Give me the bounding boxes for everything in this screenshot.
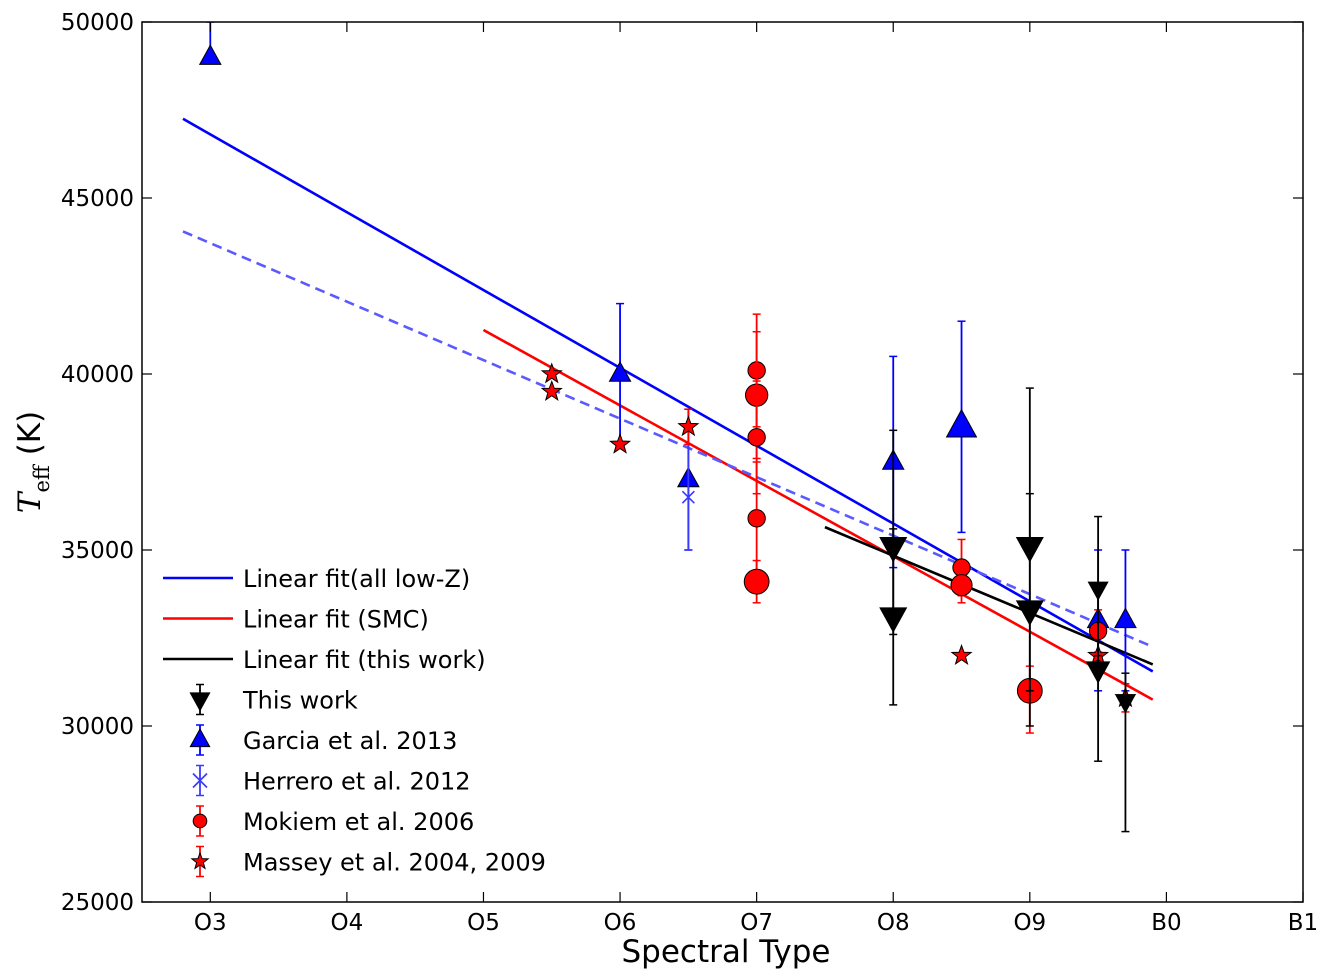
legend-marker-triangle-down <box>189 692 211 712</box>
y-tick-label: 45000 <box>61 186 134 212</box>
legend: Linear fit(all low-Z) Linear fit (SMC) Lin… <box>163 565 546 878</box>
data-point-x <box>681 490 695 504</box>
data-point-circle <box>747 509 766 528</box>
y-tick-label: 35000 <box>61 538 134 564</box>
y-tick-label: 40000 <box>61 362 134 388</box>
fit-line <box>482 328 1154 701</box>
data-point-triangle-up <box>608 360 632 382</box>
legend-label: Herrero et al. 2012 <box>243 768 471 796</box>
x-tick-label: O8 <box>877 910 910 936</box>
y-axis-title-symbol: T <box>12 490 48 513</box>
legend-label: Linear fit (this work) <box>243 646 486 674</box>
data-point-circle <box>743 568 770 595</box>
legend-marker-triangle-up <box>189 727 211 748</box>
legend-label: Garcia et al. 2013 <box>243 727 457 755</box>
x-axis-title: Spectral Type <box>621 934 830 970</box>
x-tick-label: O6 <box>604 910 637 936</box>
plot-frame <box>141 21 1304 903</box>
legend-entry: Garcia et al. 2013 <box>189 724 457 756</box>
x-tick-label: B0 <box>1151 910 1181 936</box>
data-points <box>198 22 1137 833</box>
x-tick-label: B1 <box>1288 910 1318 936</box>
x-tick-label: O9 <box>1013 910 1046 936</box>
x-tick-label: O4 <box>331 910 364 936</box>
y-axis-title: Teff (K) <box>12 411 54 513</box>
axis-ticks: O3 O4 O5 O6 O7 O8 O9 B0 B1 25000 30000 35000 40000 45… <box>61 10 1318 936</box>
legend-marker-circle <box>192 813 208 829</box>
y-axis-title-unit: (K) <box>12 411 48 465</box>
y-tick-label: 25000 <box>61 890 134 916</box>
legend-label: Linear fit(all low-Z) <box>243 565 470 593</box>
legend-label: This work <box>242 687 358 715</box>
x-tick-label: O5 <box>467 910 500 936</box>
legend-entry: Linear fit (SMC) <box>163 606 429 634</box>
data-point-circle <box>950 574 973 597</box>
legend-entry: Linear fit(all low-Z) <box>163 565 470 593</box>
data-point-triangle-down <box>1015 600 1044 626</box>
data-point-star <box>540 379 563 401</box>
legend-marker-star <box>190 851 210 870</box>
data-point-triangle-up <box>1114 607 1137 629</box>
y-tick-label: 50000 <box>61 10 134 36</box>
legend-entry: Massey et al. 2004, 2009 <box>190 845 546 878</box>
legend-entry: Linear fit (this work) <box>163 646 486 674</box>
legend-marker-x <box>192 772 208 789</box>
data-point-star <box>609 432 632 454</box>
legend-entry: Mokiem et al. 2006 <box>192 805 474 837</box>
legend-label: Linear fit (SMC) <box>243 606 429 634</box>
y-axis-title-subscript: eff <box>30 463 54 492</box>
data-point-star <box>950 643 973 665</box>
data-point-circle <box>747 428 766 447</box>
x-tick-label: O3 <box>194 910 227 936</box>
fit-line <box>182 117 1154 673</box>
y-tick-label: 30000 <box>61 714 134 740</box>
data-point-triangle-up <box>945 408 978 438</box>
data-point-triangle-down <box>1114 694 1136 714</box>
legend-label: Mokiem et al. 2006 <box>243 808 474 836</box>
series-triangle-down <box>879 387 1136 833</box>
legend-entry: This work <box>189 683 358 716</box>
legend-entry: Herrero et al. 2012 <box>192 764 471 797</box>
data-point-triangle-up <box>198 44 222 65</box>
data-point-triangle-down <box>879 607 908 633</box>
data-point-star <box>677 415 700 437</box>
data-point-star <box>540 362 563 384</box>
data-point-triangle-down <box>1085 661 1111 684</box>
legend-label: Massey et al. 2004, 2009 <box>243 849 546 877</box>
x-tick-label: O7 <box>740 910 773 936</box>
